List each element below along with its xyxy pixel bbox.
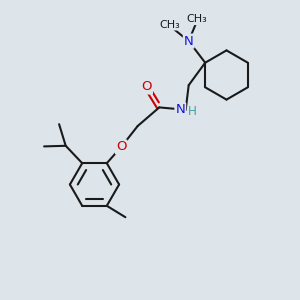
Text: O: O: [141, 80, 152, 94]
Text: H: H: [188, 105, 197, 118]
Text: N: N: [176, 103, 185, 116]
Text: O: O: [116, 140, 126, 154]
Text: N: N: [184, 34, 194, 48]
Text: CH₃: CH₃: [187, 14, 208, 24]
Text: CH₃: CH₃: [160, 20, 181, 30]
